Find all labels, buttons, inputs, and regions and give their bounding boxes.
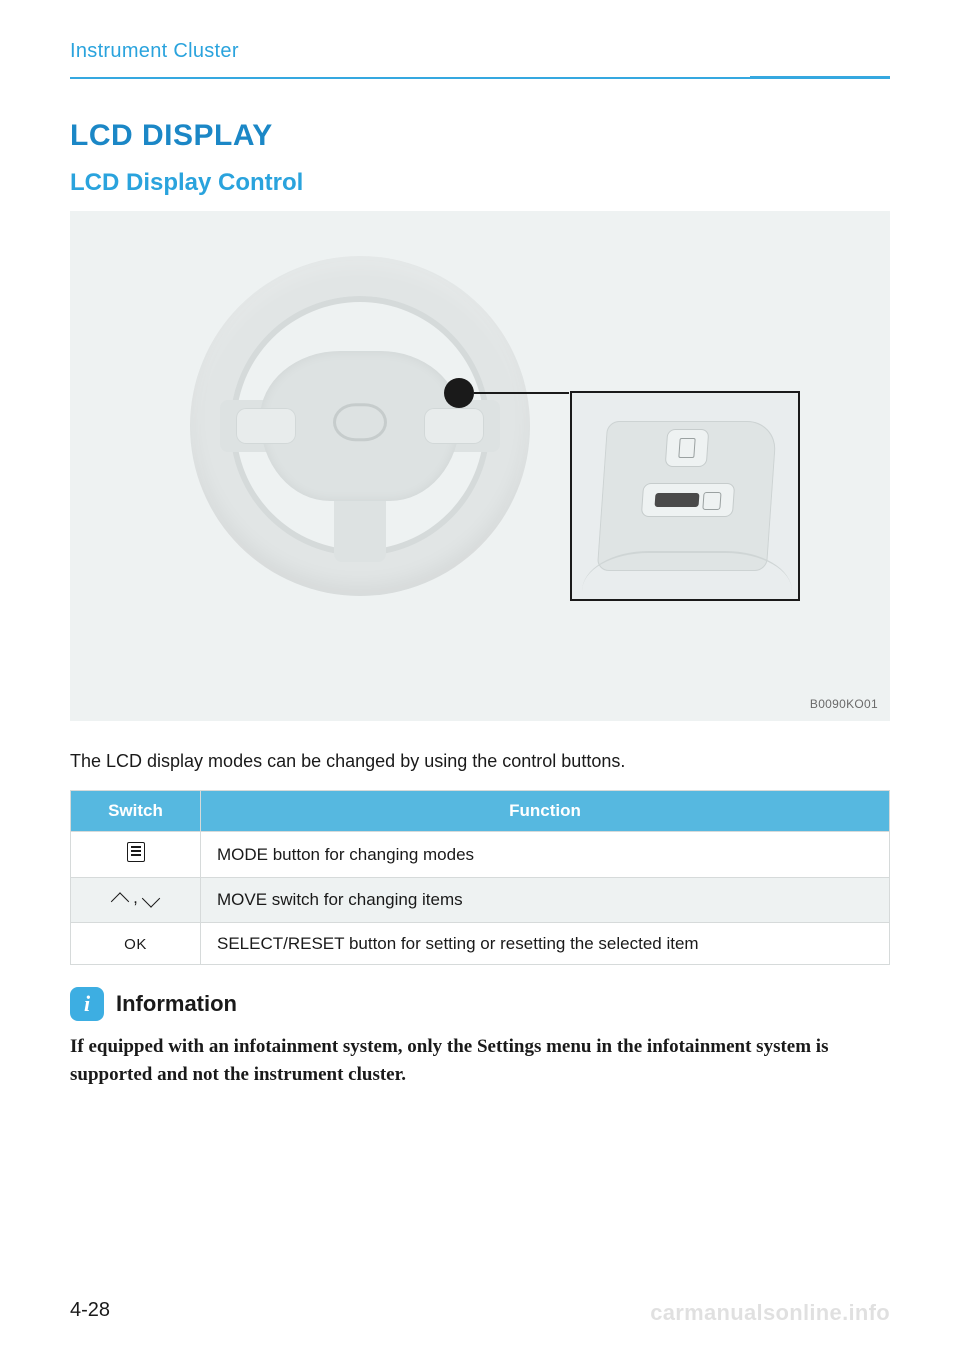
header-rule [70, 77, 890, 79]
information-heading: i Information [70, 987, 890, 1021]
switch-cell-move: , [71, 878, 201, 923]
inset-mode-button-icon [665, 429, 710, 467]
wheel-left-buttons-icon [236, 408, 296, 444]
chevron-up-icon [111, 895, 129, 907]
page-number: 4-28 [70, 1299, 110, 1322]
function-cell: SELECT/RESET button for setting or reset… [201, 923, 890, 965]
page: Instrument Cluster LCD DISPLAY LCD Displ… [0, 0, 960, 1362]
chevron-down-icon [142, 895, 160, 907]
inset-move-switch-icon [641, 483, 735, 517]
callout-line-icon [474, 392, 569, 394]
table-header-switch: Switch [71, 791, 201, 832]
figure-inset-detail [570, 391, 800, 601]
watermark: carmanualsonline.info [650, 1300, 890, 1326]
table-header-function: Function [201, 791, 890, 832]
switch-function-table: Switch Function MODE button for changing… [70, 790, 890, 965]
steering-wheel-illustration [190, 256, 530, 596]
switch-cell-mode [71, 832, 201, 878]
info-badge-icon: i [70, 987, 104, 1021]
callout-dot-icon [444, 378, 474, 408]
function-cell: MODE button for changing modes [201, 832, 890, 878]
subsection-title: LCD Display Control [70, 169, 890, 197]
chevron-separator: , [129, 888, 142, 908]
information-body: If equipped with an infotainment system,… [70, 1033, 890, 1088]
info-badge-glyph: i [84, 991, 90, 1017]
table-row: , MOVE switch for changing items [71, 878, 890, 923]
lead-text: The LCD display modes can be changed by … [70, 751, 890, 772]
function-cell: MOVE switch for changing items [201, 878, 890, 923]
information-title: Information [116, 991, 237, 1017]
breadcrumb: Instrument Cluster [70, 40, 890, 63]
section-title: LCD DISPLAY [70, 119, 890, 153]
table-row: MODE button for changing modes [71, 832, 890, 878]
switch-cell-ok: OK [71, 923, 201, 965]
ok-label: OK [124, 936, 147, 953]
brand-logo-icon [333, 403, 387, 441]
figure-steering-wheel: B0090KO01 [70, 211, 890, 721]
figure-id: B0090KO01 [810, 697, 878, 711]
table-row: OK SELECT/RESET button for setting or re… [71, 923, 890, 965]
mode-icon [127, 842, 145, 862]
wheel-right-buttons-icon [424, 408, 484, 444]
